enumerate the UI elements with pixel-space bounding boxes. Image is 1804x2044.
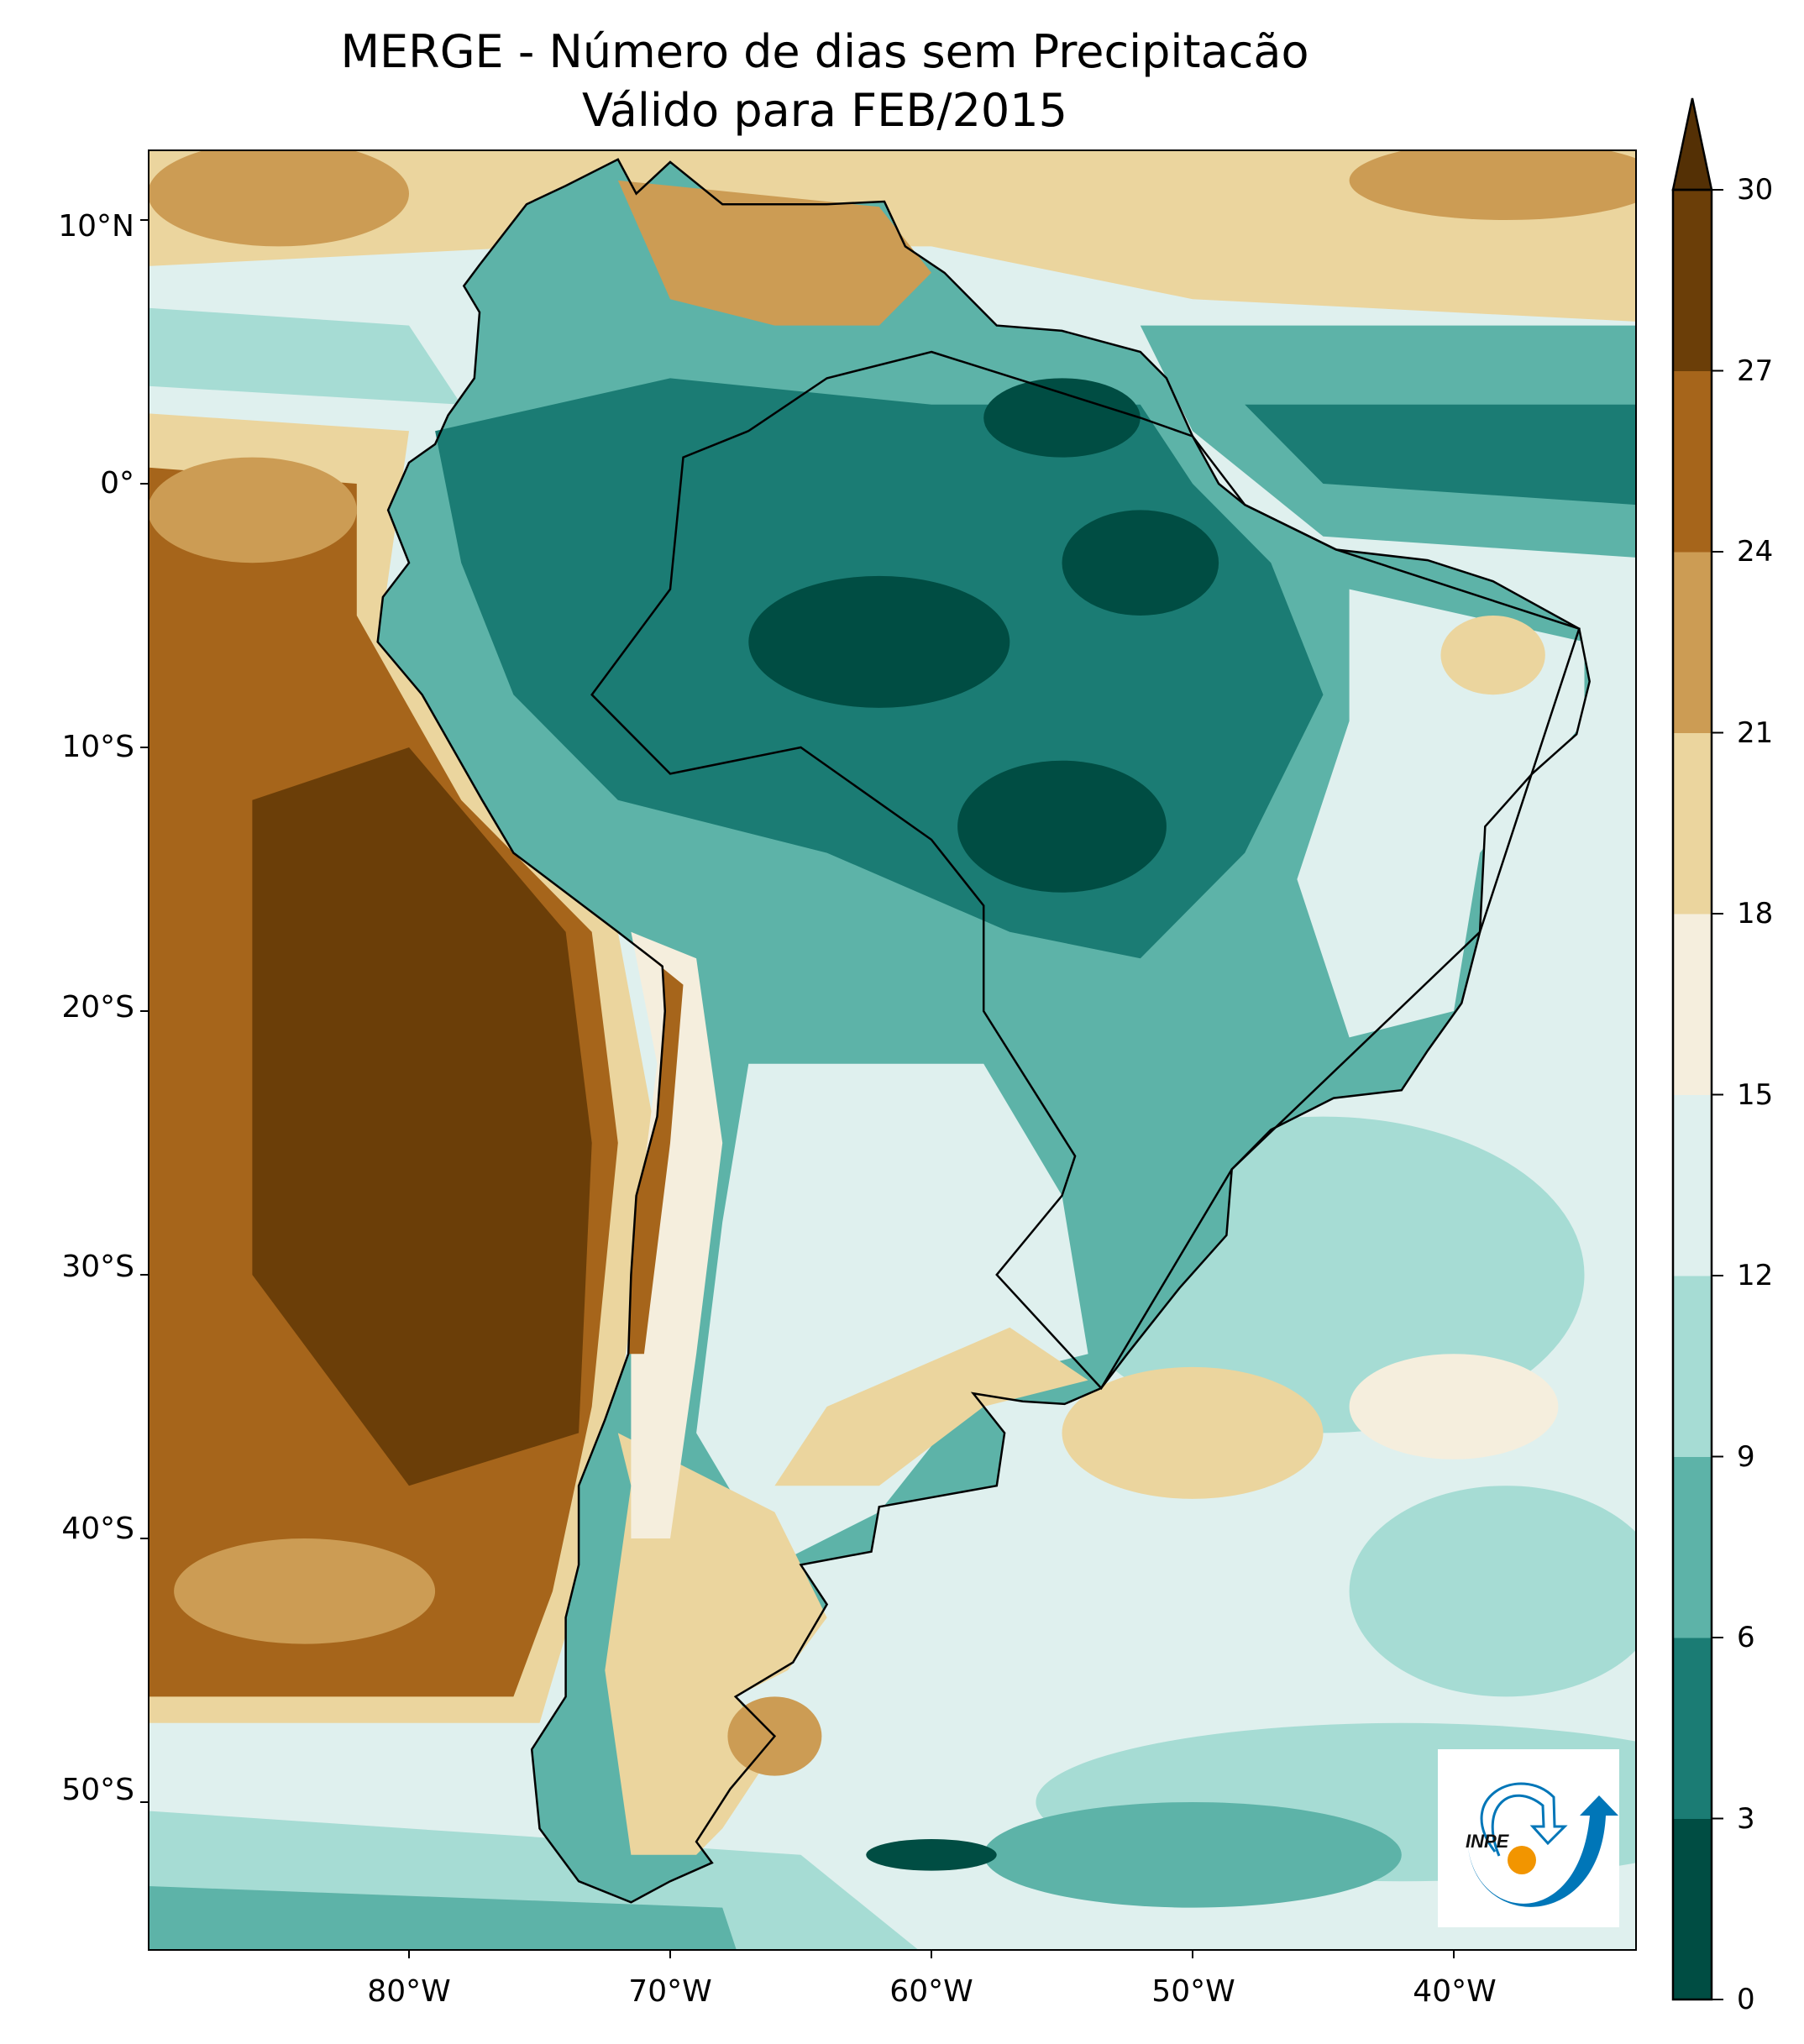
colorbar-tick-label: 0 — [1737, 1983, 1755, 2016]
colorbar-tick-label: 27 — [1737, 354, 1774, 388]
ocean-region — [149, 1886, 737, 1950]
inpe-logo: INPE — [1438, 1749, 1619, 1927]
very-wet-region — [983, 378, 1141, 458]
central-argentina-region — [696, 1063, 1088, 1565]
lat-tick-label: 10°N — [58, 209, 134, 244]
ocean-region — [1349, 1354, 1559, 1460]
lon-tick-label: 50°W — [1151, 1974, 1235, 2009]
colorbar-swatch — [1673, 552, 1712, 733]
lon-tick-label: 40°W — [1413, 1974, 1497, 2009]
lat-tick-label: 40°S — [61, 1512, 134, 1546]
andes-region — [631, 931, 723, 1538]
ocean-region — [1245, 404, 1636, 506]
colorbar-tick-label: 3 — [1737, 1801, 1755, 1836]
lat-tick-label: 50°S — [61, 1773, 134, 1807]
brazil-border — [590, 350, 1581, 1391]
ocean-region — [1062, 1366, 1324, 1499]
lat-tick-label: 10°S — [61, 730, 134, 764]
colorbar-swatch — [1673, 370, 1712, 553]
colorbar-tick-label: 15 — [1737, 1077, 1774, 1112]
ocean-region — [1349, 150, 1636, 220]
ocean-region — [149, 307, 462, 405]
colorbar-swatch — [1673, 914, 1712, 1095]
ocean-region — [149, 457, 357, 563]
dry-patch — [1440, 616, 1545, 695]
ocean-region — [983, 1802, 1402, 1908]
lon-tick-label: 80°W — [367, 1974, 451, 2009]
colorbar-swatch — [1673, 1818, 1712, 2000]
colorbar-swatch — [1673, 1094, 1712, 1276]
colorbar-swatch — [1673, 1276, 1712, 1457]
colorbar — [1671, 97, 1723, 2001]
very-wet-region — [1062, 510, 1219, 616]
ocean-region — [149, 150, 409, 247]
colorbar-tick-label: 21 — [1737, 715, 1774, 750]
ocean-region — [252, 747, 592, 1486]
logo-text: INPE — [1466, 1831, 1510, 1852]
coastline — [376, 158, 1591, 1904]
lat-tick-label: 30°S — [61, 1250, 134, 1284]
lon-tick-label: 60°W — [889, 1974, 973, 2009]
northeast-brazil-region — [1297, 589, 1585, 1038]
colorbar-tick-label: 12 — [1737, 1259, 1774, 1292]
colorbar-swatch — [1673, 190, 1712, 371]
very-wet-region — [748, 575, 1010, 708]
falklands-wet-region — [866, 1838, 997, 1871]
colorbar-tick-label: 18 — [1737, 897, 1774, 930]
colorbar-tick-label: 6 — [1737, 1621, 1755, 1654]
ocean-region — [1349, 1486, 1636, 1697]
very-wet-region — [957, 760, 1167, 893]
colorbar-tick-label: 24 — [1737, 535, 1774, 569]
map-subtitle: Válido para FEB/2015 — [582, 84, 1067, 137]
pampas-dry-region — [774, 1327, 1088, 1486]
map-frame — [148, 149, 1637, 1951]
colorbar-swatch — [1673, 732, 1712, 915]
ocean-region — [174, 1538, 436, 1644]
lon-tick-label: 70°W — [628, 1974, 712, 2009]
colorbar-swatch — [1673, 1638, 1712, 1819]
colorbar-swatch — [1673, 1456, 1712, 1638]
map-title: MERGE - Número de dias sem Precipitacão — [340, 25, 1309, 78]
colorbar-tick-label: 30 — [1737, 173, 1774, 207]
lat-tick-label: 0° — [100, 466, 134, 501]
venezuela-dry-region — [617, 180, 931, 326]
lat-tick-label: 20°S — [61, 990, 134, 1025]
colorbar-tick-label: 9 — [1737, 1439, 1755, 1474]
